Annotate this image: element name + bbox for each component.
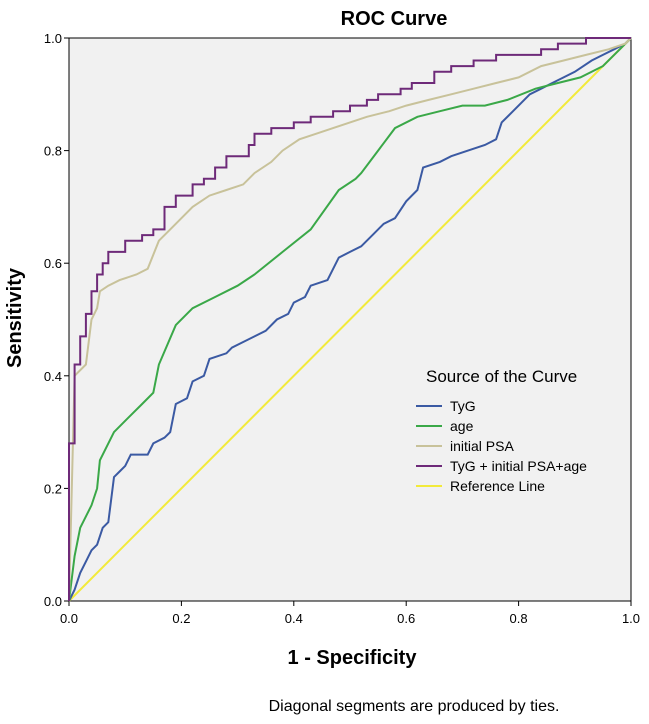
series-line-reference-line (68, 37, 632, 602)
legend-items: TyG age initial PSA TyG + initial PSA+age Re… (416, 398, 587, 494)
legend-label: TyG (450, 398, 476, 414)
x-tick-label: 0.2 (172, 611, 190, 626)
y-tick-label: 0.8 (44, 144, 62, 159)
legend-label: age (450, 418, 474, 434)
series-line-tyg (68, 37, 632, 602)
x-axis-label: 1 - Specificity (288, 647, 418, 669)
series-lines (68, 37, 632, 602)
legend-label: TyG + initial PSA+age (450, 458, 587, 474)
footnote: Diagonal segments are produced by ties. (269, 698, 560, 715)
y-tick-label: 0.4 (44, 369, 62, 384)
legend-label: Reference Line (450, 478, 545, 494)
y-tick-label: 1.0 (44, 31, 62, 46)
y-tick-label: 0.0 (44, 594, 62, 609)
legend-title: Source of the Curve (426, 367, 577, 386)
chart-title: ROC Curve (341, 8, 448, 30)
y-tick-label: 0.2 (44, 481, 62, 496)
y-tick-label: 0.6 (44, 256, 62, 271)
legend-label: initial PSA (450, 438, 514, 454)
axis-ticks: 0.0 0.2 0.4 0.6 0.8 1.0 0.0 0.2 0.4 0.6 0.8 1.0 (44, 31, 640, 626)
series-line-initial-psa (68, 37, 632, 602)
y-axis-label: Sensitivity (4, 267, 26, 368)
series-line-tyg-initial-psa-age (68, 37, 631, 601)
x-tick-label: 1.0 (622, 611, 640, 626)
series-line-age (68, 37, 632, 602)
x-tick-label: 0.6 (397, 611, 415, 626)
x-tick-label: 0.4 (285, 611, 303, 626)
x-tick-label: 0.8 (510, 611, 528, 626)
x-tick-label: 0.0 (60, 611, 78, 626)
